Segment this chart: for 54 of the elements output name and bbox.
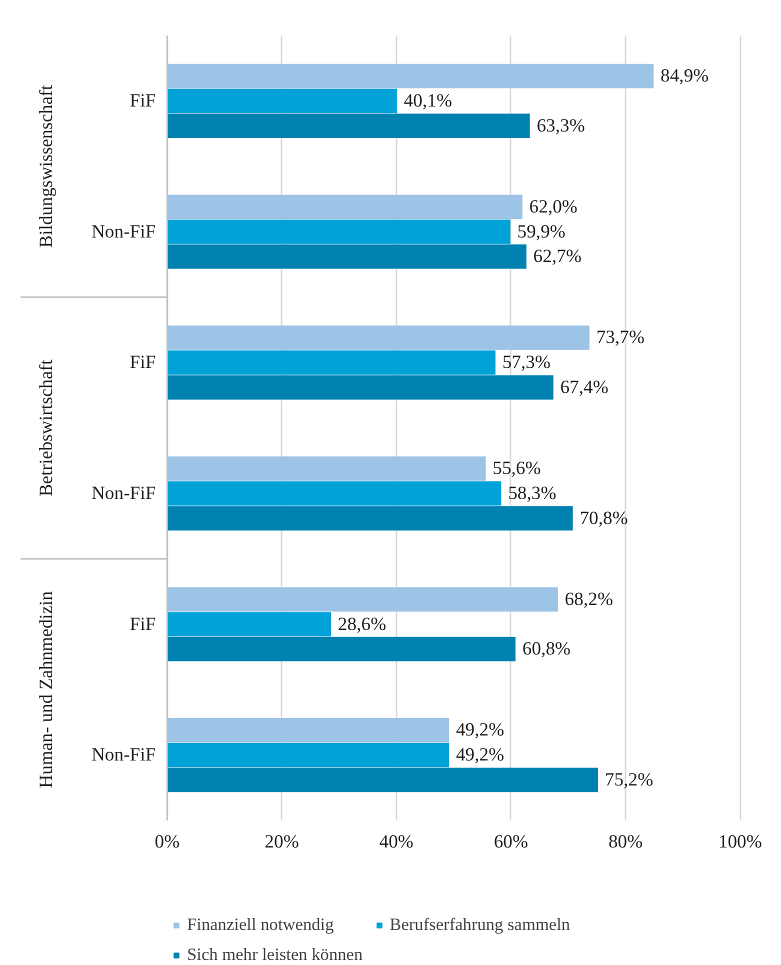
data-label: 73,7% <box>596 327 645 348</box>
data-label: 62,0% <box>529 196 578 218</box>
x-tick-label: 80% <box>608 832 643 852</box>
bar <box>167 326 590 350</box>
text: Betriebswirtschaft <box>36 358 57 496</box>
y-tick-label: Non-FiF <box>91 221 156 242</box>
x-tick-label: 100% <box>718 832 762 852</box>
bar <box>167 612 332 636</box>
x-tick-label: 40% <box>379 832 414 852</box>
data-label: 55,6% <box>492 458 541 480</box>
y-tick-label: Non-FiF <box>91 482 156 504</box>
y-tick-label: FiF <box>130 352 156 374</box>
bar <box>167 718 450 742</box>
y-tick-label: Non-FiF <box>91 744 156 766</box>
y-tick-label: FiF <box>130 90 156 112</box>
data-label: 59,9% <box>517 221 566 242</box>
bar <box>167 506 573 530</box>
x-tick-label: 60% <box>494 832 528 852</box>
text: Bildungswissenschaft <box>36 84 57 248</box>
legend-label: Sich mehr leisten können <box>187 945 363 965</box>
x-tick-label: 20% <box>264 832 299 852</box>
data-label: 75,2% <box>604 769 654 790</box>
bar <box>167 481 502 506</box>
data-label: 62,7% <box>533 246 582 268</box>
data-label: 49,2% <box>456 720 504 741</box>
data-label: 84,9% <box>660 66 709 87</box>
bar <box>167 194 522 220</box>
bar <box>167 742 450 768</box>
bar <box>167 456 486 481</box>
bar <box>167 350 496 375</box>
data-label: 63,3% <box>536 115 585 136</box>
data-label: 68,2% <box>564 588 614 610</box>
data-label: 40,1% <box>404 90 452 112</box>
legend-label: Berufserfahrung sammeln <box>390 915 570 935</box>
bar <box>167 64 654 88</box>
data-label: 70,8% <box>580 508 628 529</box>
data-label: 60,8% <box>522 638 571 660</box>
bar <box>167 220 510 244</box>
text: Human- und Zahnmedizin <box>36 590 57 788</box>
data-label: 49,2% <box>456 744 504 766</box>
legend-label: Finanziell notwendig <box>187 915 334 935</box>
bar <box>167 244 526 269</box>
data-label: 28,6% <box>338 614 386 635</box>
data-label: 58,3% <box>508 482 556 504</box>
data-label: 67,4% <box>560 376 608 398</box>
bar <box>167 114 530 138</box>
bar <box>167 768 598 792</box>
bar <box>167 636 516 662</box>
data-label: 57,3% <box>502 352 551 374</box>
y-tick-label: FiF <box>130 614 156 635</box>
x-tick-label: 0% <box>154 832 180 852</box>
bar <box>167 375 554 400</box>
bar <box>167 88 397 114</box>
bar <box>167 587 558 612</box>
